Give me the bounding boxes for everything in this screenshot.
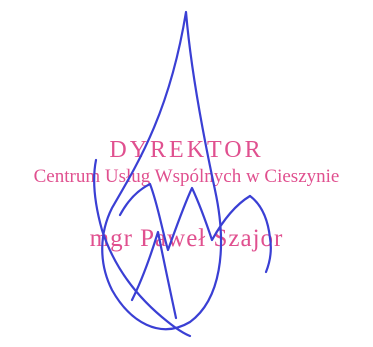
stamp-organization: Centrum Usług Wspólnych w Cieszynie: [33, 166, 340, 187]
stamp-name: mgr Paweł Szajor: [89, 225, 284, 252]
signature-strokes: [93, 10, 272, 338]
signature-sweep: [93, 158, 192, 338]
signature-tail: [248, 194, 272, 274]
signature-zigzag: [118, 182, 252, 252]
stamp-title: DYREKTOR: [109, 137, 264, 163]
signature-inner: [130, 230, 178, 320]
signature-loop: [101, 10, 223, 331]
